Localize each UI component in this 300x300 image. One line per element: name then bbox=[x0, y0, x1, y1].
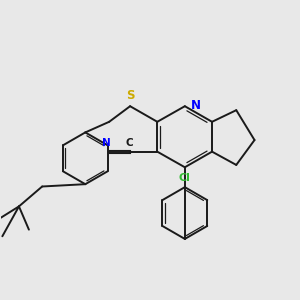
Text: N: N bbox=[102, 138, 111, 148]
Text: S: S bbox=[126, 89, 134, 102]
Text: N: N bbox=[191, 99, 201, 112]
Text: Cl: Cl bbox=[179, 173, 191, 183]
Text: C: C bbox=[125, 138, 133, 148]
